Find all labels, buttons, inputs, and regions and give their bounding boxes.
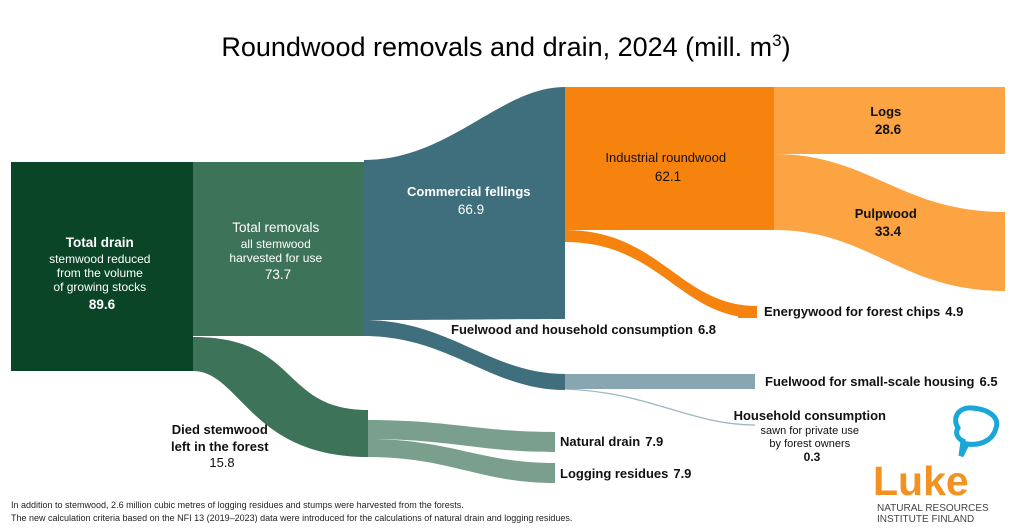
node-commercial-fellings — [364, 160, 365, 320]
commercial-fellings-label: Commercial fellings 66.9 — [407, 183, 535, 217]
flow-drain-to-died-stemwood — [193, 337, 368, 457]
node-energywood — [738, 306, 757, 318]
flow-removals-to-fuelwood-household — [364, 320, 565, 390]
flow-died-to-natural-drain — [368, 420, 555, 452]
industrial-roundwood-label: Industrial roundwood 62.1 — [605, 149, 730, 184]
logo-line-1: NATURAL RESOURCES — [877, 503, 989, 514]
flow-removals-to-commercial — [364, 87, 565, 320]
died-stemwood-label: Died stemwood left in the forest 15.8 — [171, 421, 273, 470]
flow-commercial-to-energywood — [565, 230, 757, 318]
footnote-2: The new calculation criteria based on th… — [11, 513, 572, 523]
total-removals-label: Total removals all stemwood harvested fo… — [229, 219, 326, 282]
node-industrial-roundwood — [565, 87, 774, 230]
energywood-label: Energywood for forest chips 4.9 — [764, 304, 963, 319]
total-drain-label: Total drain stemwood reduced from the vo… — [49, 234, 155, 312]
logging-residues-label: Logging residues 7.9 — [560, 466, 691, 481]
natural-drain-label: Natural drain 7.9 — [560, 434, 663, 449]
logo-wordmark: Luke — [873, 458, 969, 504]
leaf-speech-bubble-icon — [953, 405, 1000, 458]
luke-logo: Luke NATURAL RESOURCES INSTITUTE FINLAND — [873, 405, 1000, 525]
flow-to-household-consumption — [564, 388, 756, 426]
node-total-removals — [193, 162, 364, 336]
logs-label: Logs 28.6 — [870, 103, 906, 137]
fuelwood-housing-label: Fuelwood for small-scale housing 6.5 — [765, 374, 998, 389]
household-consumption-label: Household consumption sawn for private u… — [734, 407, 891, 464]
page-title: Roundwood removals and drain, 2024 (mill… — [221, 31, 790, 62]
fuelwood-household-label: Fuelwood and household consumption 6.8 — [451, 322, 716, 337]
footnote-1: In addition to stemwood, 2.6 million cub… — [11, 500, 464, 510]
flow-industrial-to-pulpwood — [774, 154, 1005, 291]
node-died-stemwood — [364, 420, 368, 457]
node-total-drain — [11, 162, 193, 371]
logo-line-2: INSTITUTE FINLAND — [877, 514, 974, 525]
pulpwood-label: Pulpwood 33.4 — [855, 205, 922, 239]
node-logs — [774, 87, 1005, 154]
flow-died-to-logging-residues — [368, 439, 555, 483]
node-fuelwood-housing — [565, 374, 755, 389]
